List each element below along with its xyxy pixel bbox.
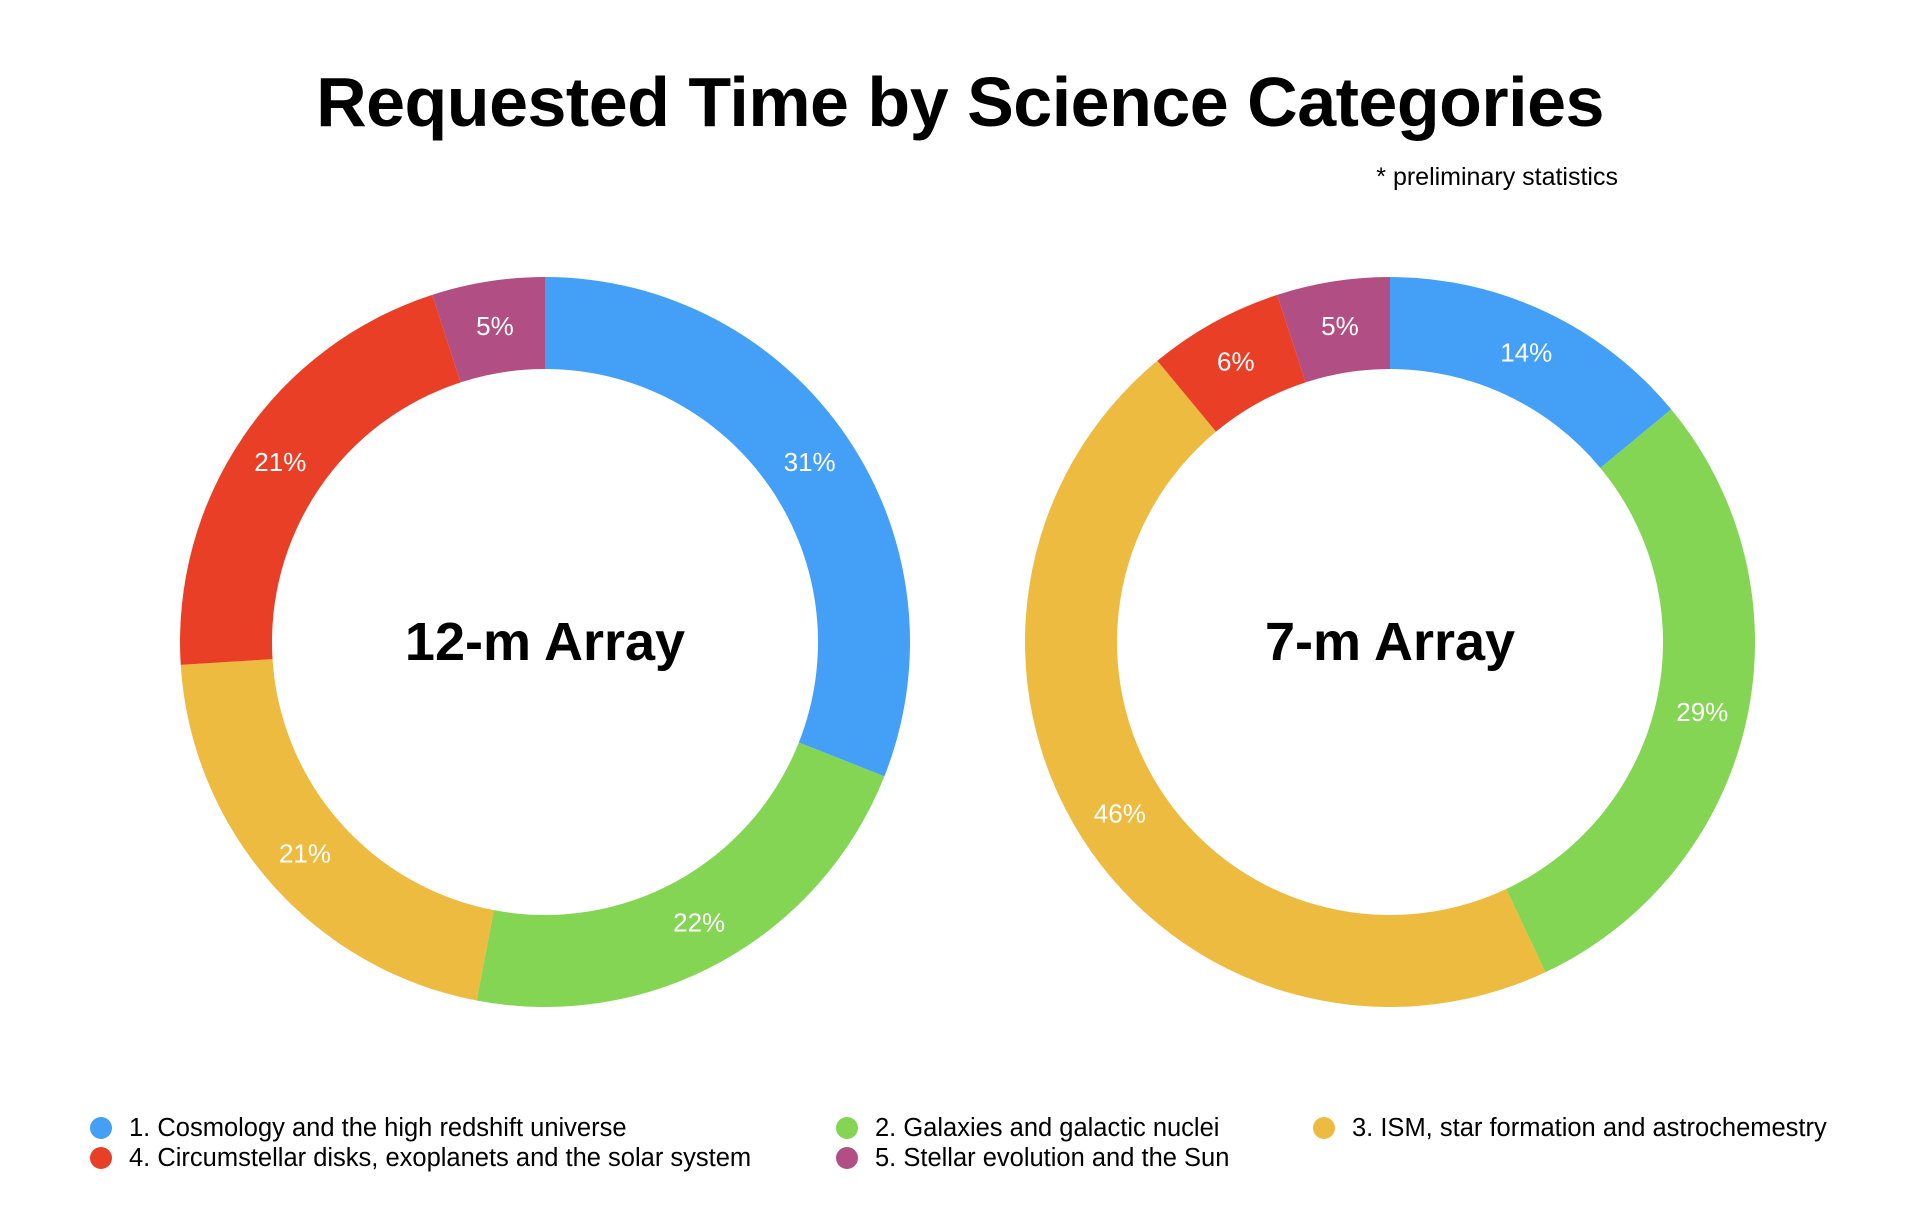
legend-label-ism: 3. ISM, star formation and astrochemestr… <box>1352 1114 1827 1142</box>
donut-chart-1: 31% 22% 21% 21% 5% 12-m Array <box>180 277 910 1007</box>
legend-label-galaxies: 2. Galaxies and galactic nuclei <box>875 1114 1220 1142</box>
legend-item-circumstellar: 4. Circumstellar disks, exoplanets and t… <box>90 1143 751 1173</box>
slice-label-stellar-evolution: 5% <box>1321 311 1359 341</box>
slice-label-cosmology: 14% <box>1500 337 1552 367</box>
legend-swatch-circumstellar <box>90 1147 112 1169</box>
legend: 1. Cosmology and the high redshift unive… <box>90 1113 1850 1183</box>
legend-item-galaxies: 2. Galaxies and galactic nuclei <box>836 1113 1219 1143</box>
chart-title-2: 7-m Array <box>1265 612 1515 672</box>
slice-label-galaxies: 22% <box>673 907 725 937</box>
slice-label-ism: 46% <box>1094 798 1146 828</box>
legend-item-ism: 3. ISM, star formation and astrochemestr… <box>1313 1113 1827 1143</box>
donut-chart-2: 14% 29% 46% 6% 5% 7-m Array <box>1025 277 1756 1007</box>
legend-label-stellar-evolution: 5. Stellar evolution and the Sun <box>875 1144 1230 1172</box>
legend-label-circumstellar: 4. Circumstellar disks, exoplanets and t… <box>129 1144 752 1172</box>
slice-stellar-evolution <box>432 277 545 383</box>
slice-circumstellar <box>1157 294 1306 432</box>
chart-title-1: 12-m Array <box>405 612 685 672</box>
legend-item-stellar-evolution: 5. Stellar evolution and the Sun <box>836 1143 1229 1173</box>
slice-label-circumstellar: 6% <box>1217 347 1255 377</box>
slice-label-ism: 21% <box>279 839 331 869</box>
slice-galaxies <box>476 742 885 1007</box>
legend-swatch-stellar-evolution <box>836 1147 858 1169</box>
slice-circumstellar <box>180 294 461 665</box>
slice-cosmology <box>545 277 910 777</box>
slice-label-cosmology: 31% <box>784 447 836 477</box>
slice-ism <box>180 659 494 1001</box>
slice-label-circumstellar: 21% <box>254 447 306 477</box>
legend-swatch-galaxies <box>836 1117 858 1139</box>
page-title: Requested Time by Science Categories <box>316 63 1604 141</box>
slice-stellar-evolution <box>1277 277 1390 383</box>
chart-note: * preliminary statistics <box>1376 163 1618 191</box>
legend-swatch-ism <box>1313 1117 1335 1139</box>
legend-label-cosmology: 1. Cosmology and the high redshift unive… <box>129 1114 627 1142</box>
legend-item-cosmology: 1. Cosmology and the high redshift unive… <box>90 1113 627 1143</box>
slice-label-stellar-evolution: 5% <box>476 311 514 341</box>
slice-cosmology <box>1390 277 1672 468</box>
slice-ism <box>1025 360 1546 1007</box>
slice-galaxies <box>1506 409 1756 973</box>
slice-label-galaxies: 29% <box>1676 697 1728 727</box>
legend-swatch-cosmology <box>90 1117 112 1139</box>
